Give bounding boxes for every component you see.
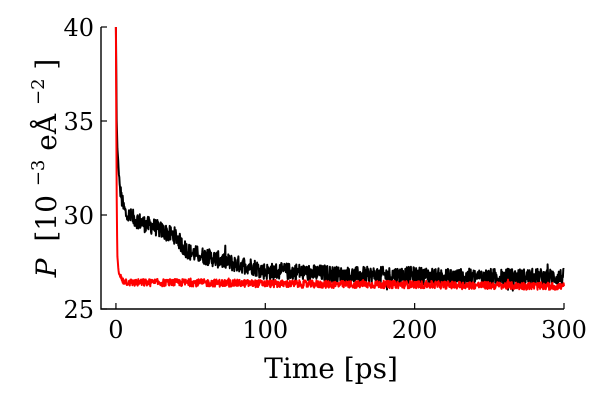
y-axis-label-close: ]	[30, 59, 63, 70]
y-axis-label-unit: eÅ	[30, 113, 63, 151]
x-tick-label: 0	[108, 316, 123, 344]
y-tick-label: 35	[63, 108, 94, 136]
series-layer	[114, 26, 565, 292]
y-axis-label-exp1: −3	[28, 160, 49, 187]
x-tick-label: 100	[242, 316, 288, 344]
y-axis-label-var: P	[30, 257, 63, 278]
series-line-1	[114, 26, 565, 292]
tick-layer: 0 100 200 300 25 30 35 40	[63, 14, 586, 344]
y-tick-label: 25	[63, 296, 94, 324]
x-tick-label: 300	[541, 316, 587, 344]
series-line-2	[114, 26, 565, 291]
y-axis-label: P [10 −3 eÅ −2 ]	[18, 59, 63, 279]
y-axis-label-exp2: −2	[28, 78, 49, 105]
y-tick-label: 40	[63, 14, 94, 42]
x-axis-label: Time [ps]	[264, 352, 398, 385]
x-tick-label: 200	[392, 316, 438, 344]
y-tick-label: 30	[63, 202, 94, 230]
y-axis-label-open: [10	[30, 195, 63, 242]
